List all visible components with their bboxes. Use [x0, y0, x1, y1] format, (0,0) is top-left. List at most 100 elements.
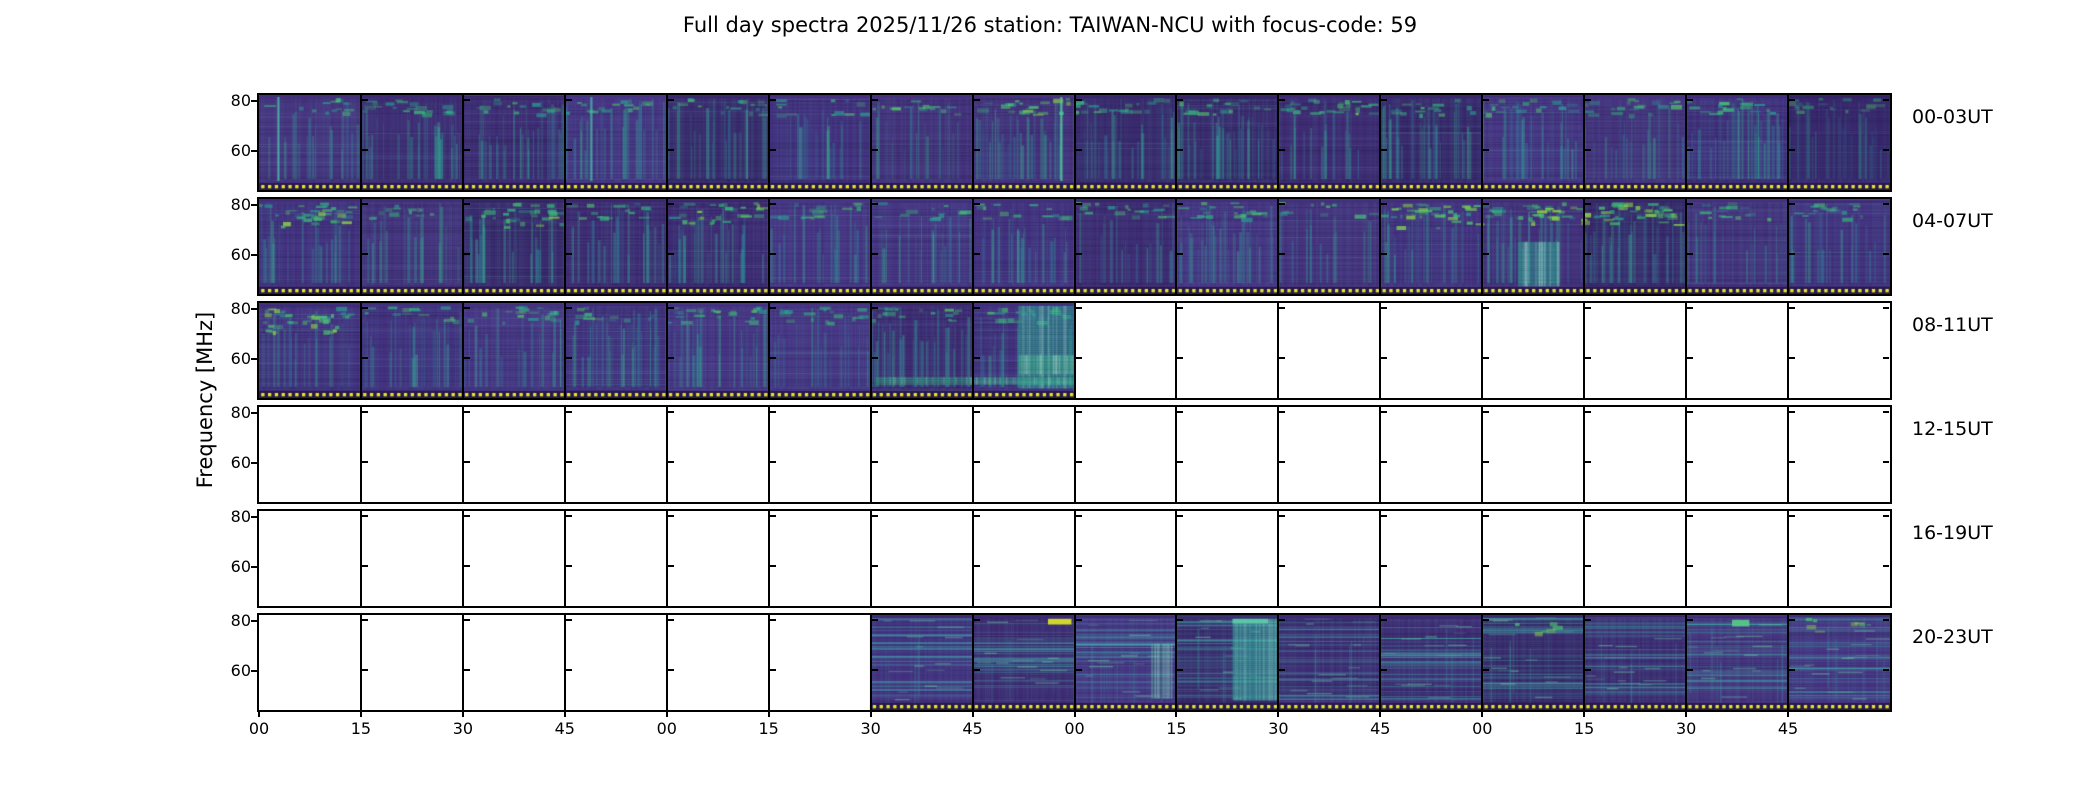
inner-freq-tick	[1789, 461, 1796, 463]
segment-border	[563, 95, 566, 190]
segment-border	[1685, 199, 1688, 294]
segment-border	[665, 511, 668, 606]
y-tick-label: 60	[230, 349, 251, 368]
y-tick-label: 60	[230, 141, 251, 160]
inner-freq-tick	[667, 253, 674, 255]
segment-border	[869, 95, 872, 190]
inner-freq-tick	[1483, 411, 1490, 413]
inner-freq-tick	[769, 565, 776, 567]
inner-freq-tick	[1789, 253, 1796, 255]
segment-border	[563, 303, 566, 398]
segment-border	[1583, 95, 1586, 190]
inner-freq-tick	[1585, 669, 1592, 671]
inner-freq-tick	[1279, 253, 1286, 255]
segment-border	[1583, 199, 1586, 294]
inner-freq-tick	[1279, 357, 1286, 359]
y-tick	[251, 150, 257, 152]
inner-freq-tick	[1075, 515, 1082, 517]
inner-freq-tick	[1883, 307, 1889, 309]
inner-freq-tick	[871, 149, 878, 151]
inner-freq-tick	[463, 461, 470, 463]
y-tick	[251, 254, 257, 256]
segment-border	[767, 511, 770, 606]
inner-freq-tick	[1687, 461, 1694, 463]
inner-freq-tick	[1279, 99, 1286, 101]
inner-freq-tick	[871, 357, 878, 359]
inner-freq-tick	[565, 565, 572, 567]
segment-border	[1787, 199, 1790, 294]
x-tick	[1583, 712, 1586, 717]
inner-freq-tick	[463, 203, 470, 205]
inner-freq-tick	[1687, 669, 1694, 671]
inner-freq-tick	[1585, 565, 1592, 567]
y-tick-label: 60	[230, 453, 251, 472]
x-tick-label: 45	[1370, 719, 1391, 738]
inner-freq-tick	[1483, 357, 1490, 359]
y-tick-label: 80	[230, 195, 251, 214]
inner-freq-tick	[667, 149, 674, 151]
segment-border	[359, 199, 362, 294]
inner-freq-tick	[1789, 99, 1796, 101]
segment-border	[665, 95, 668, 190]
y-tick	[251, 566, 257, 568]
inner-freq-tick	[667, 411, 674, 413]
inner-freq-tick	[463, 149, 470, 151]
inner-freq-tick	[667, 203, 674, 205]
inner-freq-tick	[1883, 411, 1889, 413]
x-tick-label: 45	[1777, 719, 1799, 738]
segment-border	[1073, 511, 1076, 606]
segment-border	[461, 199, 464, 294]
segment-border	[1481, 199, 1484, 294]
inner-freq-tick	[1883, 619, 1889, 621]
y-tick-label: 80	[230, 403, 251, 422]
y-tick-label: 60	[230, 245, 251, 264]
inner-freq-tick	[463, 99, 470, 101]
inner-freq-tick	[565, 149, 572, 151]
inner-freq-tick	[1075, 307, 1082, 309]
segment-border	[971, 199, 974, 294]
y-tick	[251, 620, 257, 622]
segment-border	[1277, 95, 1280, 190]
inner-freq-tick	[1177, 565, 1184, 567]
inner-freq-tick	[1279, 565, 1286, 567]
segment-border	[1175, 303, 1178, 398]
segment-border	[971, 511, 974, 606]
inner-freq-tick	[1075, 149, 1082, 151]
segment-border	[1379, 95, 1382, 190]
inner-freq-tick	[565, 411, 572, 413]
y-tick-label: 80	[230, 91, 251, 110]
x-tick	[1787, 712, 1790, 717]
inner-freq-tick	[1177, 203, 1184, 205]
inner-freq-tick	[973, 565, 980, 567]
segment-border	[1583, 303, 1586, 398]
segment-border	[869, 615, 872, 710]
inner-freq-tick	[1075, 203, 1082, 205]
inner-freq-tick	[769, 461, 776, 463]
inner-freq-tick	[973, 669, 980, 671]
segment-border	[1277, 407, 1280, 502]
inner-freq-tick	[463, 307, 470, 309]
inner-freq-tick	[973, 357, 980, 359]
inner-freq-tick	[769, 307, 776, 309]
x-tick-label: 15	[350, 719, 372, 738]
x-tick	[258, 712, 260, 717]
inner-freq-tick	[1483, 565, 1490, 567]
segment-border	[1379, 615, 1382, 710]
inner-freq-tick	[667, 619, 674, 621]
inner-freq-tick	[565, 515, 572, 517]
inner-freq-tick	[1075, 357, 1082, 359]
segment-border	[1073, 95, 1076, 190]
inner-freq-tick	[871, 669, 878, 671]
segment-border	[461, 511, 464, 606]
segment-border	[1685, 407, 1688, 502]
inner-freq-tick	[565, 669, 572, 671]
segment-border	[359, 615, 362, 710]
segment-border	[461, 303, 464, 398]
segment-border	[1073, 199, 1076, 294]
inner-freq-tick	[1381, 307, 1388, 309]
segment-border	[1787, 407, 1790, 502]
segment-border	[1685, 615, 1688, 710]
segment-border	[767, 615, 770, 710]
inner-freq-tick	[1381, 203, 1388, 205]
